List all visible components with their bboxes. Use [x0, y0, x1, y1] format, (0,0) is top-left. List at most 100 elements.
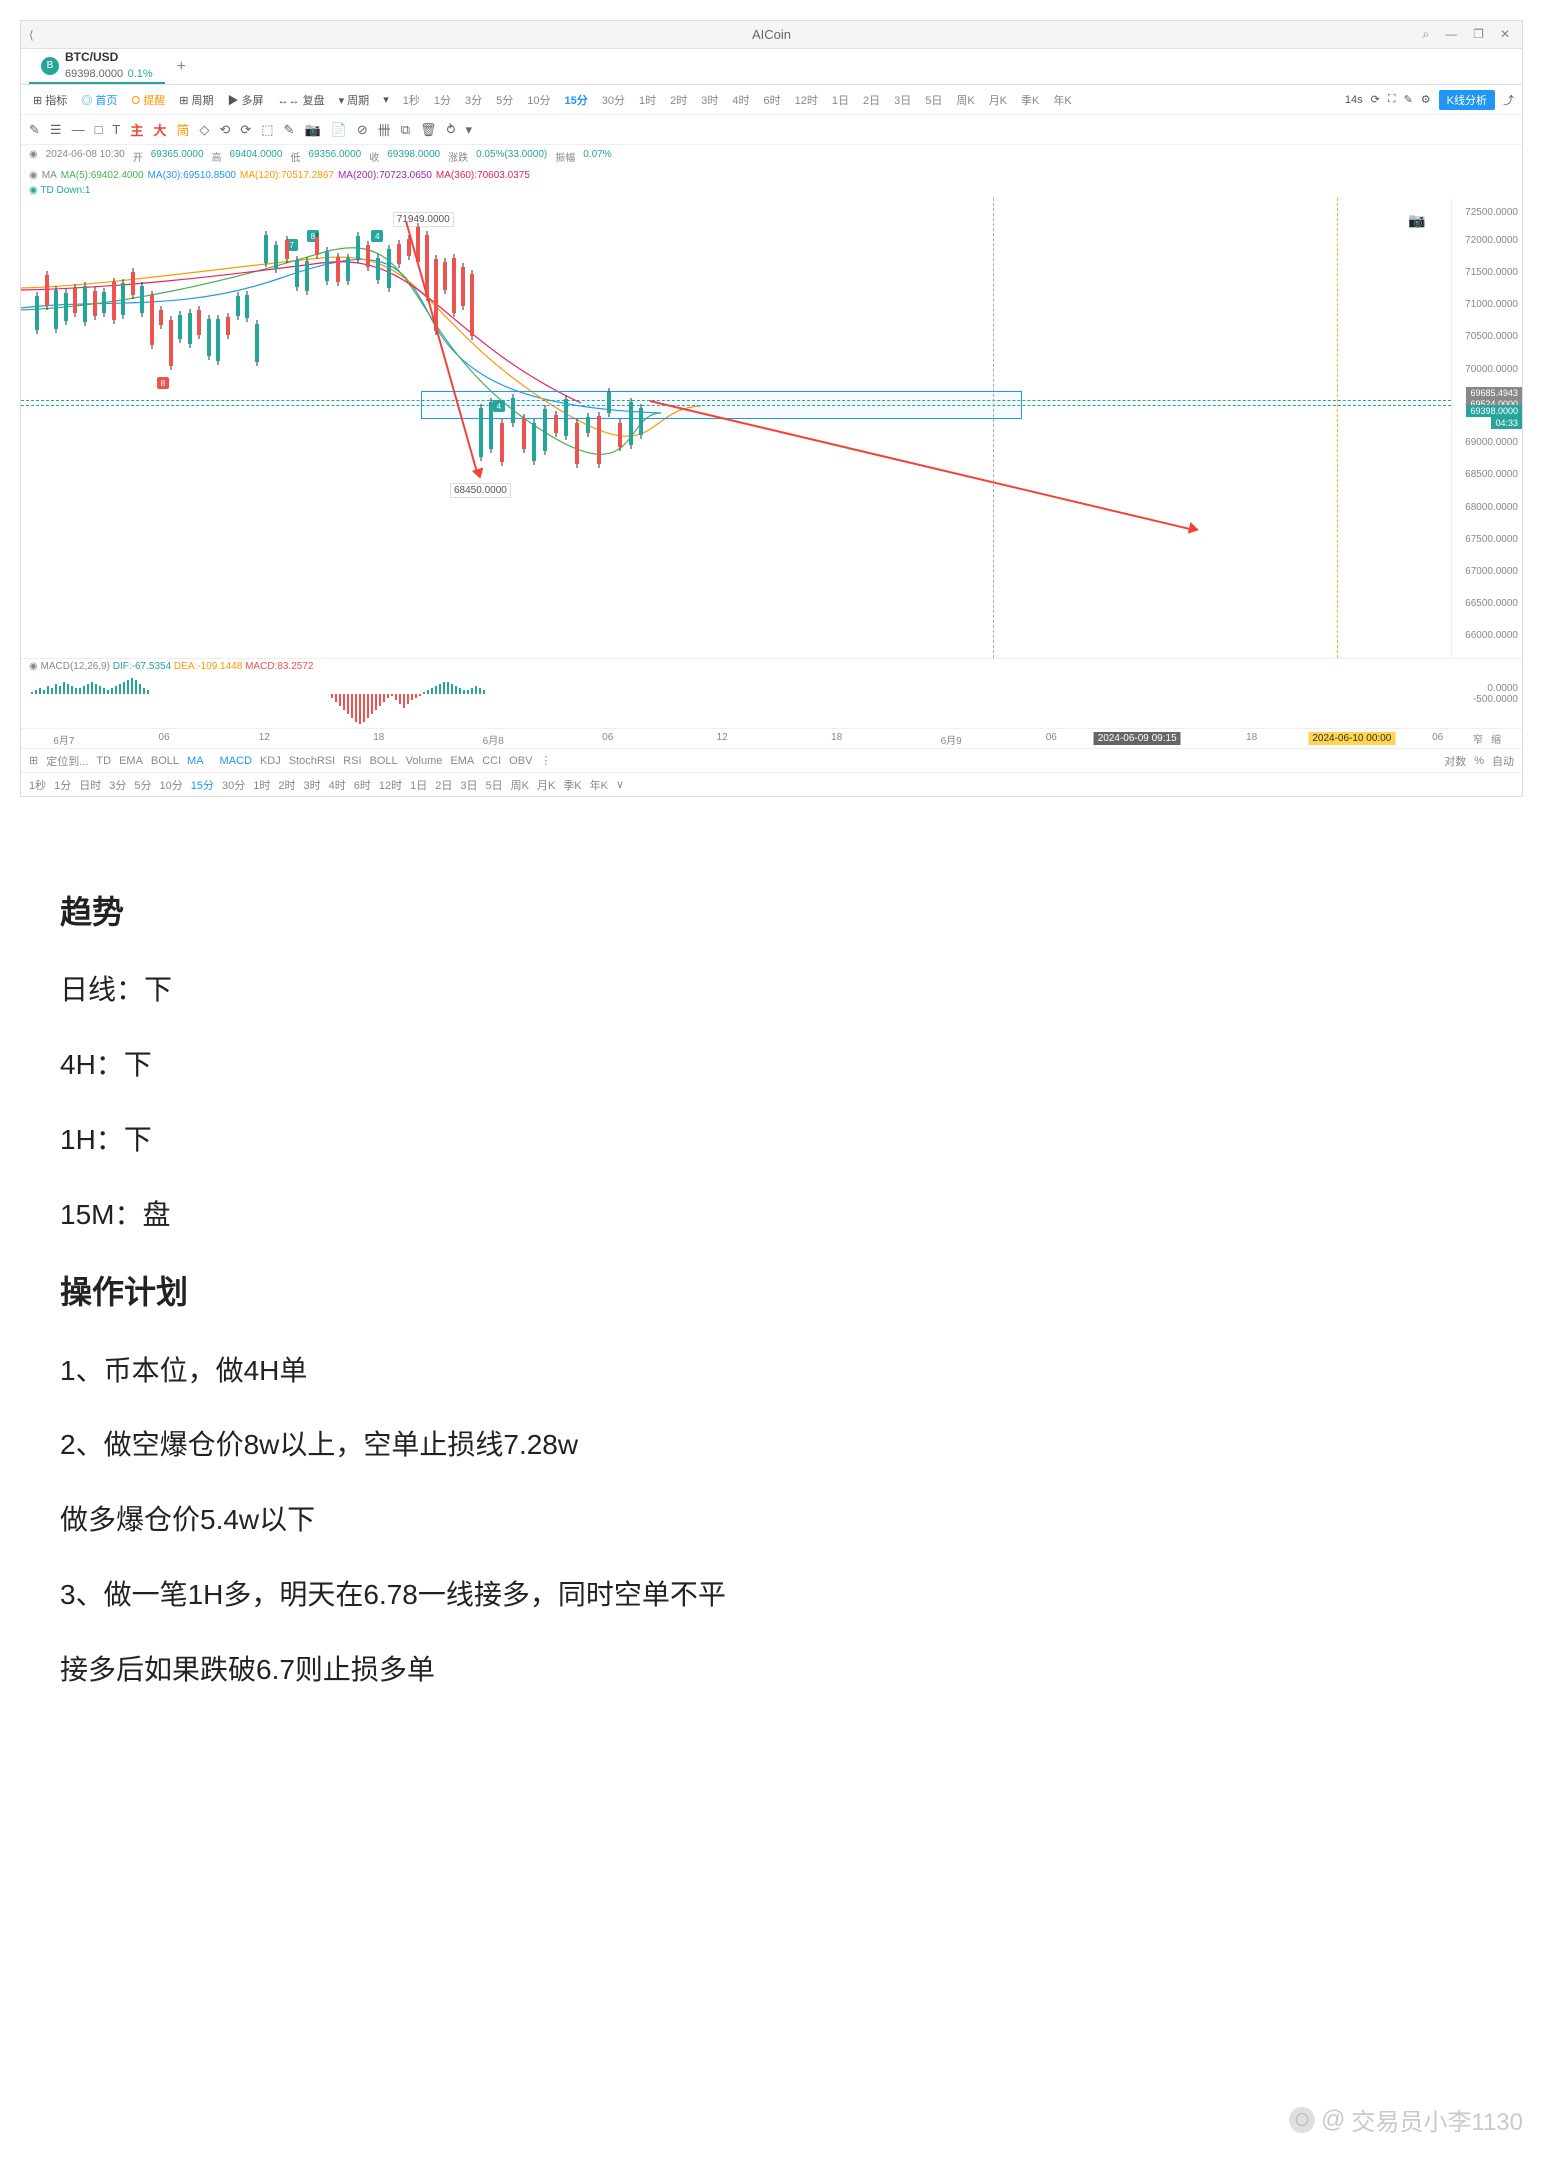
trend-arrow[interactable]: [405, 221, 478, 475]
timeframe-3日[interactable]: 3日: [890, 90, 915, 110]
timeframe-1秒[interactable]: 1秒: [399, 90, 424, 110]
locate-label[interactable]: 定位到...: [46, 753, 88, 769]
draw-tool-6[interactable]: 大: [153, 120, 166, 139]
timeframe-5日[interactable]: 5日: [921, 90, 946, 110]
draw-tool-18[interactable]: 🗑: [420, 122, 437, 138]
indicator-Volume[interactable]: Volume: [406, 755, 443, 767]
indicator-TD[interactable]: TD: [96, 755, 111, 767]
tf-bottom-∨[interactable]: ∨: [616, 778, 624, 791]
toolbar-item-0[interactable]: ⊞ 指标: [29, 90, 71, 110]
close-icon[interactable]: ✕: [1496, 27, 1514, 42]
tf-bottom-12时[interactable]: 12时: [379, 777, 402, 793]
timeframe-周K[interactable]: 周K: [952, 90, 978, 110]
indicator-EMA[interactable]: EMA: [450, 755, 474, 767]
indicator-BOLL[interactable]: BOLL: [370, 755, 398, 767]
price-chart[interactable]: 71949.000068450.0000📷87844 72500.0000720…: [21, 198, 1522, 658]
snapshot-icon[interactable]: 📷: [1408, 212, 1425, 229]
toolbar-item-2[interactable]: ⭘ 提醒: [127, 90, 169, 110]
timeframe-3时[interactable]: 3时: [697, 90, 722, 110]
tf-bottom-15分[interactable]: 15分: [191, 777, 214, 793]
zoom-narrow[interactable]: 窄: [1473, 731, 1483, 746]
tf-bottom-月K[interactable]: 月K: [537, 777, 555, 793]
draw-tool-10[interactable]: ⟳: [240, 122, 251, 138]
back-icon[interactable]: ⟨: [21, 28, 34, 42]
timeframe-季K[interactable]: 季K: [1017, 90, 1043, 110]
indicator-CCI[interactable]: CCI: [482, 755, 501, 767]
indicator-BOLL[interactable]: BOLL: [151, 755, 179, 767]
tf-bottom-季K[interactable]: 季K: [563, 777, 581, 793]
search-icon[interactable]: ⌕: [1418, 27, 1433, 42]
settings-icon[interactable]: ⚙: [1421, 93, 1431, 106]
axis-option-对数[interactable]: 对数: [1444, 753, 1466, 769]
grid-icon[interactable]: ⊞: [29, 754, 38, 767]
timeframe-4时[interactable]: 4时: [728, 90, 753, 110]
zoom-out[interactable]: 缩: [1491, 731, 1501, 746]
tf-bottom-日时[interactable]: 日时: [79, 777, 101, 793]
draw-tool-20[interactable]: ▾: [465, 122, 472, 138]
draw-tool-8[interactable]: ◇: [199, 122, 209, 138]
tf-bottom-3时[interactable]: 3时: [304, 777, 321, 793]
draw-tool-11[interactable]: ⬚: [261, 122, 273, 138]
timeframe-6时[interactable]: 6时: [759, 90, 784, 110]
draw-tool-17[interactable]: ⧉: [401, 122, 410, 138]
tf-bottom-年K[interactable]: 年K: [590, 777, 608, 793]
draw-tool-13[interactable]: 📷: [304, 122, 320, 138]
tf-bottom-2时[interactable]: 2时: [278, 777, 295, 793]
tf-bottom-5日[interactable]: 5日: [486, 777, 503, 793]
toolbar-item-6[interactable]: ▾ 周期: [335, 90, 374, 110]
restore-icon[interactable]: ❐: [1469, 27, 1488, 42]
tf-bottom-2日[interactable]: 2日: [435, 777, 452, 793]
symbol-tab[interactable]: B BTC/USD 69398.0000 0.1%: [29, 49, 165, 84]
eye-icon[interactable]: ◉: [29, 661, 38, 672]
tf-bottom-1秒[interactable]: 1秒: [29, 777, 46, 793]
tf-bottom-4时[interactable]: 4时: [329, 777, 346, 793]
draw-tool-3[interactable]: □: [95, 122, 103, 137]
timeframe-3分[interactable]: 3分: [461, 90, 486, 110]
draw-tool-9[interactable]: ⟲: [219, 122, 230, 138]
timeframe-1分[interactable]: 1分: [430, 90, 455, 110]
draw-tool-12[interactable]: ✎: [284, 122, 295, 138]
timeframe-10分[interactable]: 10分: [523, 90, 554, 110]
indicator-RSI[interactable]: RSI: [343, 755, 361, 767]
draw-tool-2[interactable]: —: [72, 122, 85, 137]
draw-tool-1[interactable]: ☰: [50, 122, 62, 138]
timeframe-月K[interactable]: 月K: [985, 90, 1011, 110]
indicator-OBV[interactable]: OBV: [509, 755, 532, 767]
timeframe-2时[interactable]: 2时: [666, 90, 691, 110]
tf-bottom-5分[interactable]: 5分: [134, 777, 151, 793]
indicator-EMA[interactable]: EMA: [119, 755, 143, 767]
macd-plot[interactable]: ◉ MACD(12,26,9) DIF:-67.5354 DEA:-109.14…: [21, 659, 1452, 728]
tf-bottom-1分[interactable]: 1分: [54, 777, 71, 793]
edit-icon[interactable]: ✎: [1404, 93, 1413, 106]
draw-tool-7[interactable]: 简: [176, 120, 189, 139]
timeframe-15分[interactable]: 15分: [560, 90, 591, 110]
eye-icon[interactable]: ◉: [29, 170, 38, 181]
toolbar-item-3[interactable]: ⊞ 周期: [175, 90, 217, 110]
tf-bottom-30分[interactable]: 30分: [222, 777, 245, 793]
tf-bottom-1日[interactable]: 1日: [410, 777, 427, 793]
indicator-⋮[interactable]: ⋮: [540, 754, 551, 767]
timeframe-1时[interactable]: 1时: [635, 90, 660, 110]
draw-tool-19[interactable]: ⥁: [447, 122, 456, 138]
tf-bottom-周K[interactable]: 周K: [511, 777, 529, 793]
axis-option-自动[interactable]: 自动: [1492, 753, 1514, 769]
tf-bottom-10分[interactable]: 10分: [160, 777, 183, 793]
toolbar-item-4[interactable]: ▶ 多屏: [223, 90, 267, 110]
timeframe-2日[interactable]: 2日: [859, 90, 884, 110]
draw-tool-4[interactable]: T: [112, 122, 120, 137]
timeframe-12时[interactable]: 12时: [791, 90, 822, 110]
draw-tool-15[interactable]: ⊘: [357, 122, 368, 138]
tf-bottom-6时[interactable]: 6时: [354, 777, 371, 793]
share-icon[interactable]: ⤴: [1503, 92, 1514, 108]
timeframe-年K[interactable]: 年K: [1049, 90, 1075, 110]
draw-tool-0[interactable]: ✎: [29, 122, 40, 138]
eye-icon[interactable]: ◉: [29, 185, 38, 196]
minimize-icon[interactable]: —: [1441, 27, 1461, 42]
draw-tool-14[interactable]: 📄: [331, 122, 347, 138]
axis-option-%[interactable]: %: [1474, 755, 1484, 767]
add-tab-icon[interactable]: +: [177, 58, 186, 76]
toolbar-item-1[interactable]: ◎ 首页: [77, 90, 121, 110]
eye-icon[interactable]: ◉: [29, 149, 38, 164]
indicator-MA[interactable]: MA: [187, 755, 204, 767]
timeframe-30分[interactable]: 30分: [598, 90, 629, 110]
